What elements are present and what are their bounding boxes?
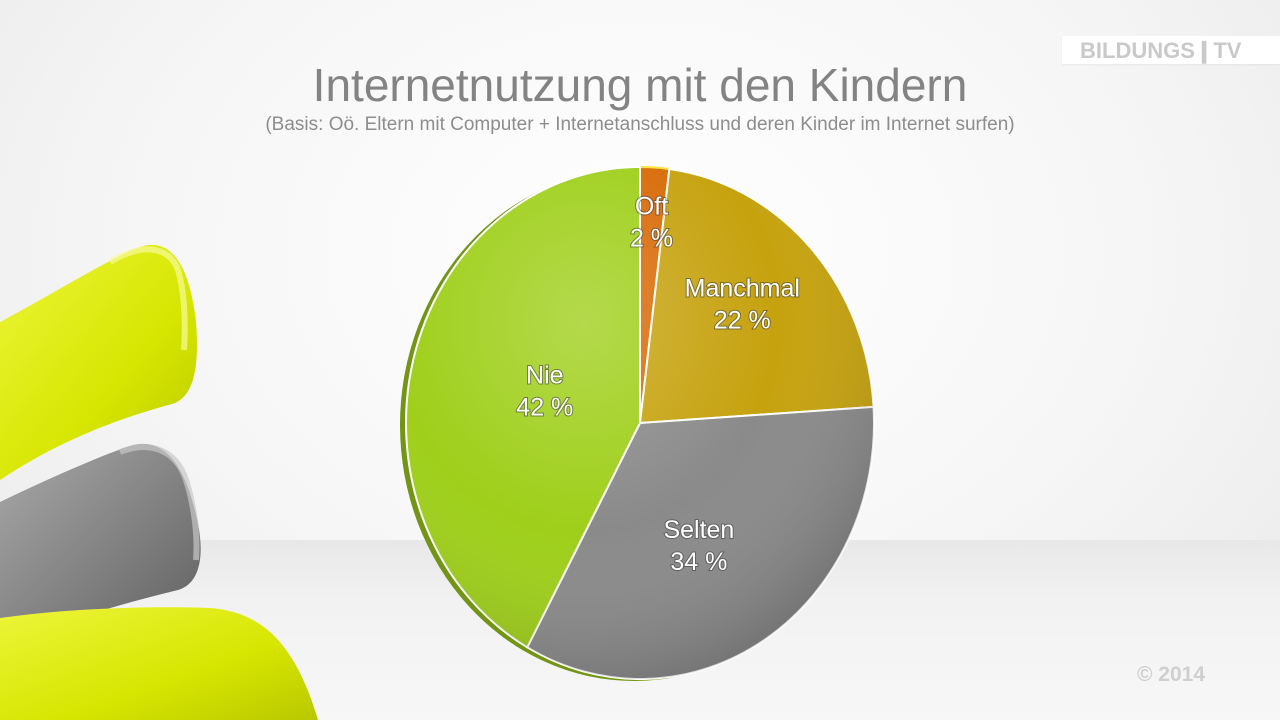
decor-yellow-bottom-shape: [0, 607, 318, 720]
chart-subtitle: (Basis: Oö. Eltern mit Computer + Intern…: [265, 114, 1015, 135]
pie-label-selten: Selten 34 %: [663, 516, 734, 576]
pie-label-value: 2 %: [630, 225, 673, 253]
logo-text: BILDUNGS❙TV: [1080, 38, 1242, 63]
pie-label-name: Selten: [663, 516, 734, 544]
decor-grey-shape: [0, 443, 201, 645]
pie-label-value: 22 %: [714, 306, 771, 334]
decor-yellow-top-highlight: [108, 246, 188, 351]
pie-label-value: 42 %: [516, 393, 573, 421]
pie-label-value: 34 %: [670, 548, 727, 576]
decor-yellow-top-shape: [0, 244, 197, 480]
copyright-text: © 2014: [1137, 663, 1206, 686]
decor-grey-highlight: [118, 444, 200, 561]
pie-label-name: Oft: [635, 193, 668, 221]
pie-label-nie: Nie 42 %: [516, 361, 573, 421]
pie-label-name: Nie: [526, 361, 564, 389]
chart-title: Internetnutzung mit den Kindern: [312, 59, 968, 111]
pie-label-manchmal: Manchmal 22 %: [685, 274, 800, 334]
pie-label-name: Manchmal: [685, 274, 800, 302]
bildungs-tv-logo: BILDUNGS❙TV: [1062, 36, 1280, 64]
pie-label-oft: Oft 2 %: [630, 193, 673, 253]
